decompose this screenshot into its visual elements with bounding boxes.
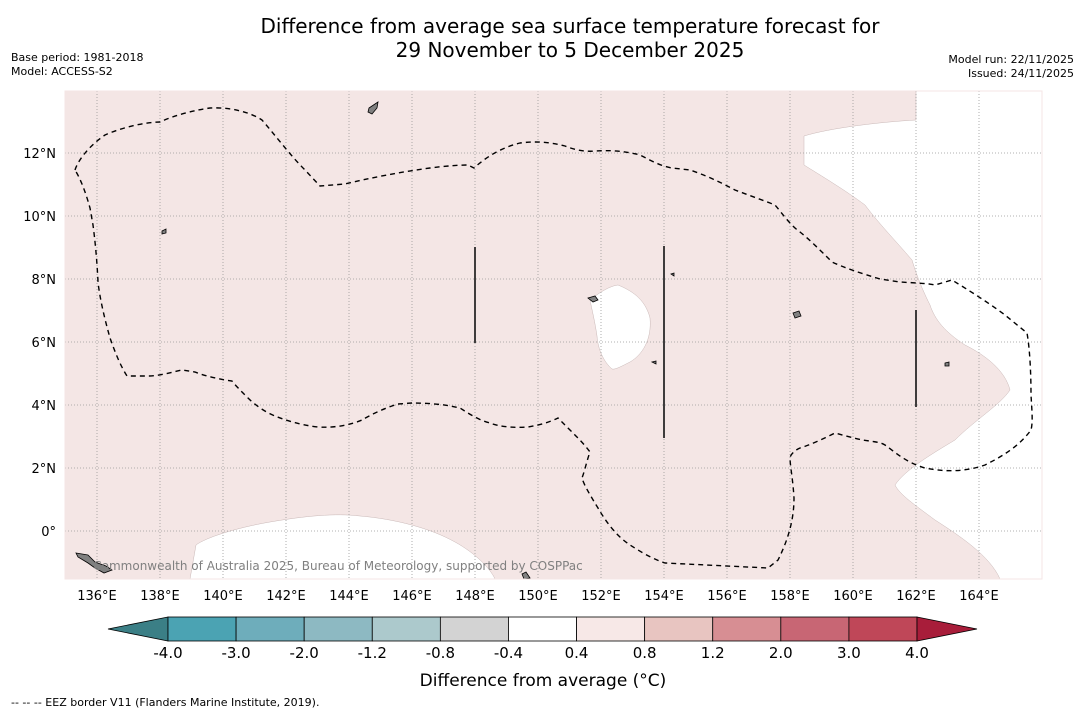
colorbar-tick-7: 0.8 (633, 644, 657, 662)
lon-label-138: 138°E (140, 589, 180, 604)
title-line-2: 29 November to 5 December 2025 (395, 38, 745, 62)
colorbar-tick-0: -4.0 (153, 644, 182, 662)
colorbar-segment-10 (848, 616, 918, 642)
colorbar-segment-6 (576, 616, 646, 642)
chart-title: Difference from average sea surface temp… (0, 14, 1085, 62)
map-frame (64, 90, 1043, 580)
colorbar-segment-2 (303, 616, 373, 642)
lon-label-156: 156°E (707, 589, 747, 604)
colorbar-segment-1 (235, 616, 305, 642)
island-south (521, 571, 531, 580)
lon-label-158: 158°E (770, 589, 810, 604)
meta-right: Model run: 22/11/2025 Issued: 24/11/2025 (948, 53, 1074, 81)
island-a (161, 228, 167, 235)
colorbar-tick-4: -0.8 (426, 644, 455, 662)
island-north (367, 101, 379, 115)
lon-label-136: 136°E (77, 589, 117, 604)
white-region-northeast (803, 90, 1043, 580)
base-period: Base period: 1981-2018 (11, 51, 144, 64)
island-f (650, 360, 657, 365)
lat-label-10: 10°N (23, 210, 56, 225)
model-name: Model: ACCESS-S2 (11, 65, 113, 78)
colorbar-tick-2: -2.0 (290, 644, 319, 662)
model-run: Model run: 22/11/2025 (948, 53, 1074, 66)
colorbar-tick-1: -3.0 (221, 644, 250, 662)
island-southwest (75, 552, 113, 574)
island-b (587, 295, 599, 303)
colorbar-segment-9 (780, 616, 850, 642)
lon-label-162: 162°E (896, 589, 936, 604)
lat-label-8: 8°N (32, 273, 57, 288)
colorbar-tick-10: 3.0 (837, 644, 861, 662)
colorbar-under-arrow (107, 616, 169, 642)
colorbar-tick-3: -1.2 (358, 644, 387, 662)
meta-left: Base period: 1981-2018 Model: ACCESS-S2 (11, 51, 143, 79)
colorbar-over-arrow (916, 616, 978, 642)
lon-label-144: 144°E (329, 589, 369, 604)
lon-label-150: 150°E (518, 589, 558, 604)
eez-border-main (74, 107, 1033, 569)
lat-label-2: 2°N (32, 462, 57, 477)
colorbar-tick-8: 1.2 (701, 644, 725, 662)
lon-label-152: 152°E (581, 589, 621, 604)
colorbar-segment-4 (439, 616, 509, 642)
title-line-1: Difference from average sea surface temp… (260, 14, 880, 38)
lon-label-142: 142°E (266, 589, 306, 604)
longitude-labels: 136°E 138°E 140°E 142°E 144°E 146°E 148°E 150°E… (77, 589, 999, 604)
lat-label-4: 4°N (32, 399, 57, 414)
grid-lines (65, 91, 1042, 579)
lon-label-146: 146°E (392, 589, 432, 604)
colorbar-tick-5: -0.4 (494, 644, 523, 662)
lon-label-154: 154°E (644, 589, 684, 604)
island-c (792, 310, 802, 319)
lat-label-6: 6°N (32, 336, 57, 351)
issued-date: Issued: 24/11/2025 (967, 67, 1074, 80)
islands (75, 101, 950, 580)
white-region-central (589, 284, 651, 370)
colorbar-segment-3 (371, 616, 441, 642)
footnote: -- -- -- EEZ border V11 (Flanders Marine… (11, 696, 320, 709)
colorbar-tick-6: 0.4 (565, 644, 589, 662)
colorbar-tick-11: 4.0 (905, 644, 929, 662)
island-e (670, 272, 675, 277)
colorbar-segment-7 (644, 616, 714, 642)
lat-label-12: 12°N (23, 147, 56, 162)
lat-label-0: 0° (41, 525, 56, 540)
colorbar-title: Difference from average (°C) (420, 671, 667, 691)
lon-label-140: 140°E (203, 589, 243, 604)
lon-label-164: 164°E (959, 589, 999, 604)
colorbar-tick-9: 2.0 (769, 644, 793, 662)
credit-text: Commonwealth of Australia 2025, Bureau o… (93, 559, 583, 573)
lon-label-160: 160°E (833, 589, 873, 604)
colorbar: -4.0 -3.0 -2.0 -1.2 -0.8 -0.4 0.4 0.8 1.2 2.0 3.0 4… (107, 616, 978, 662)
latitude-labels: 0° 2°N 4°N 6°N 8°N 10°N 12°N (23, 147, 56, 540)
colorbar-segment-8 (712, 616, 782, 642)
lon-label-148: 148°E (455, 589, 495, 604)
colorbar-segment-0 (167, 616, 237, 642)
island-d (944, 361, 950, 367)
colorbar-segment-5 (508, 616, 577, 642)
